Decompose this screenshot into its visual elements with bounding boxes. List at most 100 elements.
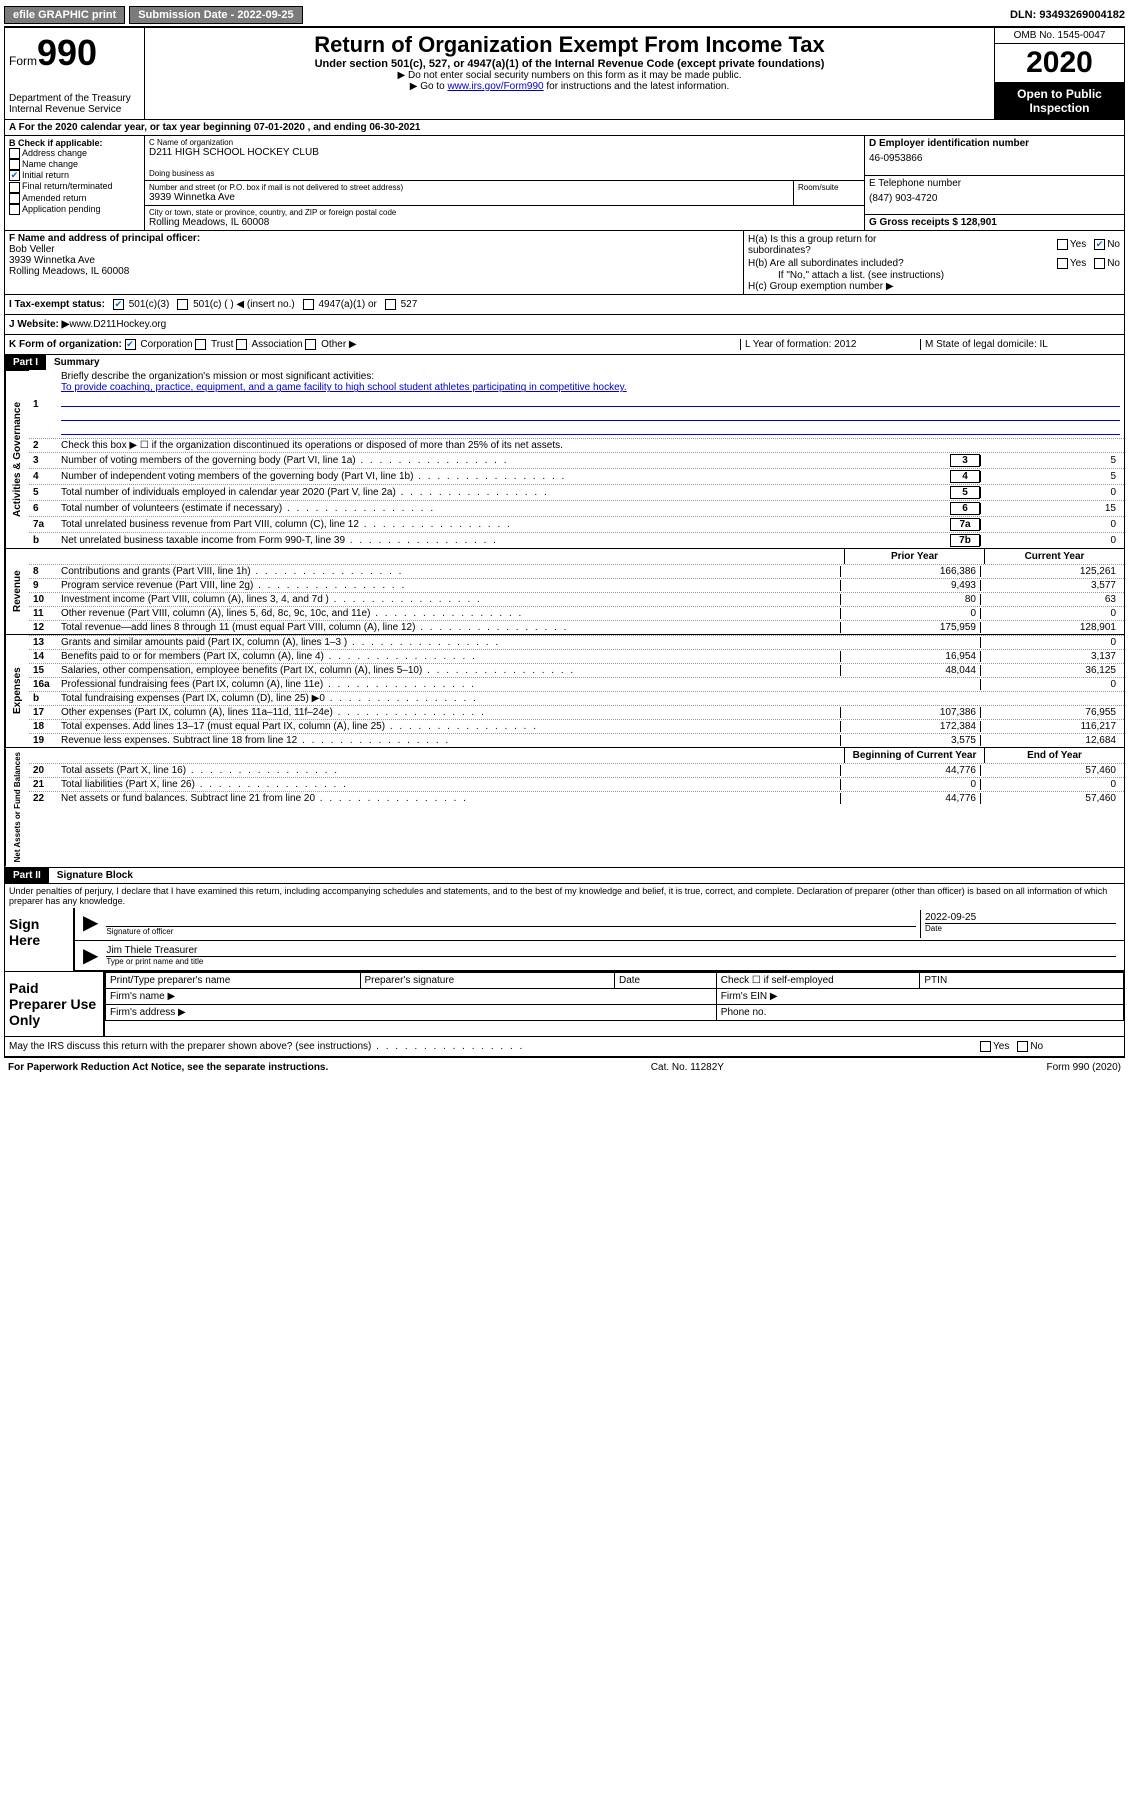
firm-addr-cell: Firm's address ▶ <box>106 1004 717 1020</box>
summary-line-21: 21Total liabilities (Part X, line 26)00 <box>29 777 1124 791</box>
summary-line-8: 8Contributions and grants (Part VIII, li… <box>29 564 1124 578</box>
org-name-box: C Name of organization D211 HIGH SCHOOL … <box>145 136 864 181</box>
check-amended[interactable]: Amended return <box>9 193 140 204</box>
k-other[interactable]: Other ▶ <box>305 339 356 350</box>
website-url: www.D211Hockey.org <box>69 319 166 330</box>
summary-line-7a: 7aTotal unrelated business revenue from … <box>29 516 1124 532</box>
gross-box: G Gross receipts $ 128,901 <box>865 215 1124 230</box>
goto-note: ▶ Go to www.irs.gov/Form990 for instruct… <box>149 81 990 92</box>
summary-line-18: 18Total expenses. Add lines 13–17 (must … <box>29 719 1124 733</box>
prep-row1: Print/Type preparer's name Preparer's si… <box>106 972 1124 988</box>
street-label: Number and street (or P.O. box if mail i… <box>149 183 789 192</box>
summary-line-11: 11Other revenue (Part VIII, column (A), … <box>29 606 1124 620</box>
sig-officer-label: Signature of officer <box>106 926 916 936</box>
hb-yes[interactable]: Yes <box>1057 258 1086 269</box>
irs-link[interactable]: www.irs.gov/Form990 <box>447 81 543 92</box>
hb-no[interactable]: No <box>1094 258 1120 269</box>
officer-name-cell: Jim Thiele Treasurer Type or print name … <box>102 943 1120 968</box>
mission-line3 <box>61 423 1120 435</box>
mission-line1 <box>61 395 1120 407</box>
header-mid: Return of Organization Exempt From Incom… <box>145 28 994 119</box>
k-corp[interactable]: Corporation <box>125 339 193 350</box>
part2-title: Signature Block <box>49 868 141 883</box>
netassets-section: Net Assets or Fund Balances Beginning of… <box>5 747 1124 866</box>
sig-officer-line: ▶ Signature of officer 2022-09-25 Date <box>75 908 1124 941</box>
public-inspection: Open to Public Inspection <box>995 83 1124 119</box>
end-year-header: End of Year <box>984 748 1124 763</box>
prep-check-cell: Check ☐ if self-employed <box>716 972 920 988</box>
fgh-row: F Name and address of principal officer:… <box>4 231 1125 295</box>
part1: Part I Summary Activities & Governance 1… <box>4 355 1125 867</box>
street-value: 3939 Winnetka Ave <box>149 192 789 203</box>
check-pending[interactable]: Application pending <box>9 204 140 215</box>
summary-line-20: 20Total assets (Part X, line 16)44,77657… <box>29 763 1124 777</box>
ein-box: D Employer identification number 46-0953… <box>865 136 1124 176</box>
line1: 1 Briefly describe the organization's mi… <box>29 370 1124 438</box>
room-label: Room/suite <box>798 183 860 192</box>
line2: 2 Check this box ▶ ☐ if the organization… <box>29 438 1124 452</box>
form-number: Form990 <box>9 32 140 74</box>
i-527[interactable]: 527 <box>385 299 417 310</box>
discuss-no[interactable]: No <box>1017 1041 1043 1052</box>
tax-year: 2020 <box>995 44 1124 83</box>
k-trust[interactable]: Trust <box>195 339 233 350</box>
check-address[interactable]: Address change <box>9 148 140 159</box>
submission-date-button[interactable]: Submission Date - 2022-09-25 <box>129 6 302 24</box>
expenses-content: 13Grants and similar amounts paid (Part … <box>29 635 1124 747</box>
paid-prep-right: Print/Type preparer's name Preparer's si… <box>105 972 1124 1036</box>
revenue-header: Prior Year Current Year <box>29 549 1124 564</box>
vtab-governance: Activities & Governance <box>5 370 29 548</box>
f-label: F Name and address of principal officer: <box>9 233 739 244</box>
firm-ein-cell: Firm's EIN ▶ <box>716 988 1123 1004</box>
sig-arrow2-icon: ▶ <box>79 943 102 968</box>
prep-row3: Firm's address ▶ Phone no. <box>106 1004 1124 1020</box>
summary-line-12: 12Total revenue—add lines 8 through 11 (… <box>29 620 1124 634</box>
officer-name: Bob Veller <box>9 244 739 255</box>
ein-label: D Employer identification number <box>869 138 1120 149</box>
discuss-yes[interactable]: Yes <box>980 1041 1009 1052</box>
type-label: Type or print name and title <box>106 956 1116 966</box>
vtab-netassets: Net Assets or Fund Balances <box>5 748 29 866</box>
efile-button[interactable]: efile GRAPHIC print <box>4 6 125 24</box>
i-501c[interactable]: 501(c) ( ) ◀ (insert no.) <box>177 299 294 310</box>
k-state: M State of legal domicile: IL <box>920 339 1120 350</box>
prior-year-header: Prior Year <box>844 549 984 564</box>
expenses-section: Expenses 13Grants and similar amounts pa… <box>5 634 1124 747</box>
i-label: I Tax-exempt status: <box>9 299 105 310</box>
sign-here-label: Sign Here <box>5 908 75 971</box>
summary-line-10: 10Investment income (Part VIII, column (… <box>29 592 1124 606</box>
i-501c3[interactable]: 501(c)(3) <box>113 299 169 310</box>
prep-sig-cell: Preparer's signature <box>360 972 615 988</box>
gross-label: G Gross receipts $ 128,901 <box>869 217 997 228</box>
hb-label: H(b) Are all subordinates included? <box>748 258 904 269</box>
ptin-cell: PTIN <box>920 972 1124 988</box>
k-year: L Year of formation: 2012 <box>740 339 920 350</box>
i-4947[interactable]: 4947(a)(1) or <box>303 299 377 310</box>
section-d: D Employer identification number 46-0953… <box>864 136 1124 230</box>
bcd-row: B Check if applicable: Address change Na… <box>4 136 1125 231</box>
form-990-page: efile GRAPHIC print Submission Date - 20… <box>0 0 1129 1081</box>
check-final[interactable]: Final return/terminated <box>9 181 140 192</box>
form-990-big: 990 <box>37 32 97 73</box>
ha-no[interactable]: No <box>1094 239 1120 250</box>
part1-title-row: Part I Summary <box>5 355 1124 370</box>
summary-line-4: 4Number of independent voting members of… <box>29 468 1124 484</box>
sig-date-cell: 2022-09-25 Date <box>920 910 1120 938</box>
check-name[interactable]: Name change <box>9 159 140 170</box>
k-assoc[interactable]: Association <box>236 339 302 350</box>
sig-date-value: 2022-09-25 <box>925 912 1116 923</box>
part2-header: Part II <box>5 868 49 883</box>
tax-period: A For the 2020 calendar year, or tax yea… <box>5 120 1124 135</box>
hc-label: H(c) Group exemption number ▶ <box>748 281 1120 292</box>
netassets-content: Beginning of Current Year End of Year 20… <box>29 748 1124 866</box>
summary-body: Activities & Governance 1 Briefly descri… <box>5 370 1124 548</box>
footer: For Paperwork Reduction Act Notice, see … <box>4 1057 1125 1077</box>
irs-label: Internal Revenue Service <box>9 104 140 115</box>
officer-name-line: ▶ Jim Thiele Treasurer Type or print nam… <box>75 941 1124 971</box>
part2-title-row: Part II Signature Block <box>5 868 1124 883</box>
check-initial[interactable]: Initial return <box>9 170 140 181</box>
section-b-label: B Check if applicable: <box>9 138 140 148</box>
header-right: OMB No. 1545-0047 2020 Open to Public In… <box>994 28 1124 119</box>
city-label: City or town, state or province, country… <box>149 208 860 217</box>
ha-yes[interactable]: Yes <box>1057 239 1086 250</box>
